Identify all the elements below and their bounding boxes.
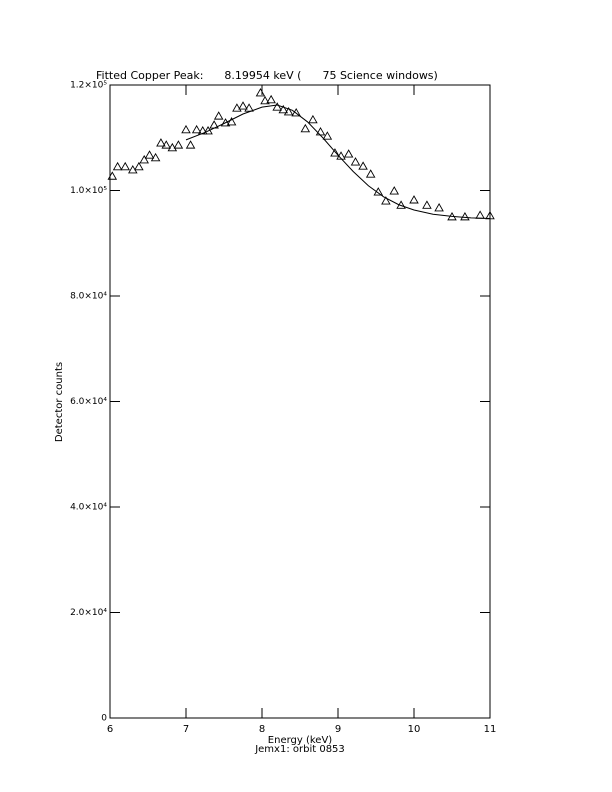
data-point	[238, 101, 248, 110]
data-point	[300, 123, 311, 133]
data-point	[330, 148, 340, 157]
plot-frame	[109, 84, 491, 719]
data-point	[343, 149, 354, 158]
data-point	[389, 186, 400, 195]
data-point	[485, 210, 495, 220]
data-point	[226, 117, 237, 126]
y-tick-label: 1.0×10⁵	[70, 186, 107, 196]
data-point	[244, 103, 254, 112]
data-point	[161, 140, 172, 149]
x-tick-label: 9	[335, 724, 341, 735]
data-point	[120, 161, 130, 171]
data-point	[422, 200, 432, 209]
x-tick-label: 11	[484, 724, 497, 735]
data-point	[409, 195, 419, 204]
y-tick-label: 4.0×10⁴	[70, 503, 107, 513]
data-point	[460, 211, 470, 221]
x-tick-label: 8	[259, 724, 265, 735]
data-point	[260, 95, 270, 105]
data-point	[191, 124, 202, 134]
data-point	[134, 161, 144, 171]
subtitle: Jemx1: orbit 0853	[254, 744, 345, 755]
chart-title: Fitted Copper Peak: 8.19954 keV ( 75 Sci…	[96, 69, 438, 82]
data-point	[308, 114, 318, 124]
data-point	[358, 161, 368, 170]
data-point	[167, 142, 178, 152]
y-tick-label: 8.0×10⁴	[70, 292, 107, 302]
data-point	[283, 106, 294, 116]
x-axis-label: Energy (keV)	[268, 735, 333, 746]
y-tick-label: 1.2×10⁵	[70, 81, 107, 91]
data-point	[350, 157, 361, 166]
data-point	[278, 104, 289, 114]
data-point	[107, 171, 118, 180]
data-point	[322, 131, 333, 140]
data-point	[291, 108, 301, 117]
y-axis-label: Detector counts	[54, 362, 65, 442]
data-point	[150, 152, 161, 162]
data-point	[434, 203, 444, 212]
y-tick-label: 6.0×10⁴	[70, 397, 107, 407]
data-point	[220, 118, 231, 127]
data-point	[232, 103, 242, 112]
x-tick-label: 6	[107, 724, 113, 735]
y-tick-label: 2.0×10⁴	[70, 608, 107, 618]
data-point	[173, 140, 184, 149]
data-point	[266, 94, 276, 104]
data-point	[156, 138, 166, 147]
data-point	[475, 210, 485, 219]
data-point	[139, 154, 149, 164]
data-point	[365, 169, 376, 178]
data-point	[112, 161, 123, 171]
data-point	[181, 124, 191, 134]
y-tick-label: 0	[101, 714, 107, 724]
data-point	[255, 88, 266, 97]
data-point	[272, 102, 282, 111]
data-point	[373, 187, 384, 196]
data-point	[185, 140, 196, 149]
data-point	[144, 150, 155, 159]
x-tick-label: 7	[183, 724, 189, 735]
x-tick-label: 10	[408, 724, 421, 735]
fit-line	[185, 104, 491, 219]
data-point	[213, 111, 224, 120]
data-point	[381, 196, 391, 205]
data-point	[315, 127, 326, 136]
